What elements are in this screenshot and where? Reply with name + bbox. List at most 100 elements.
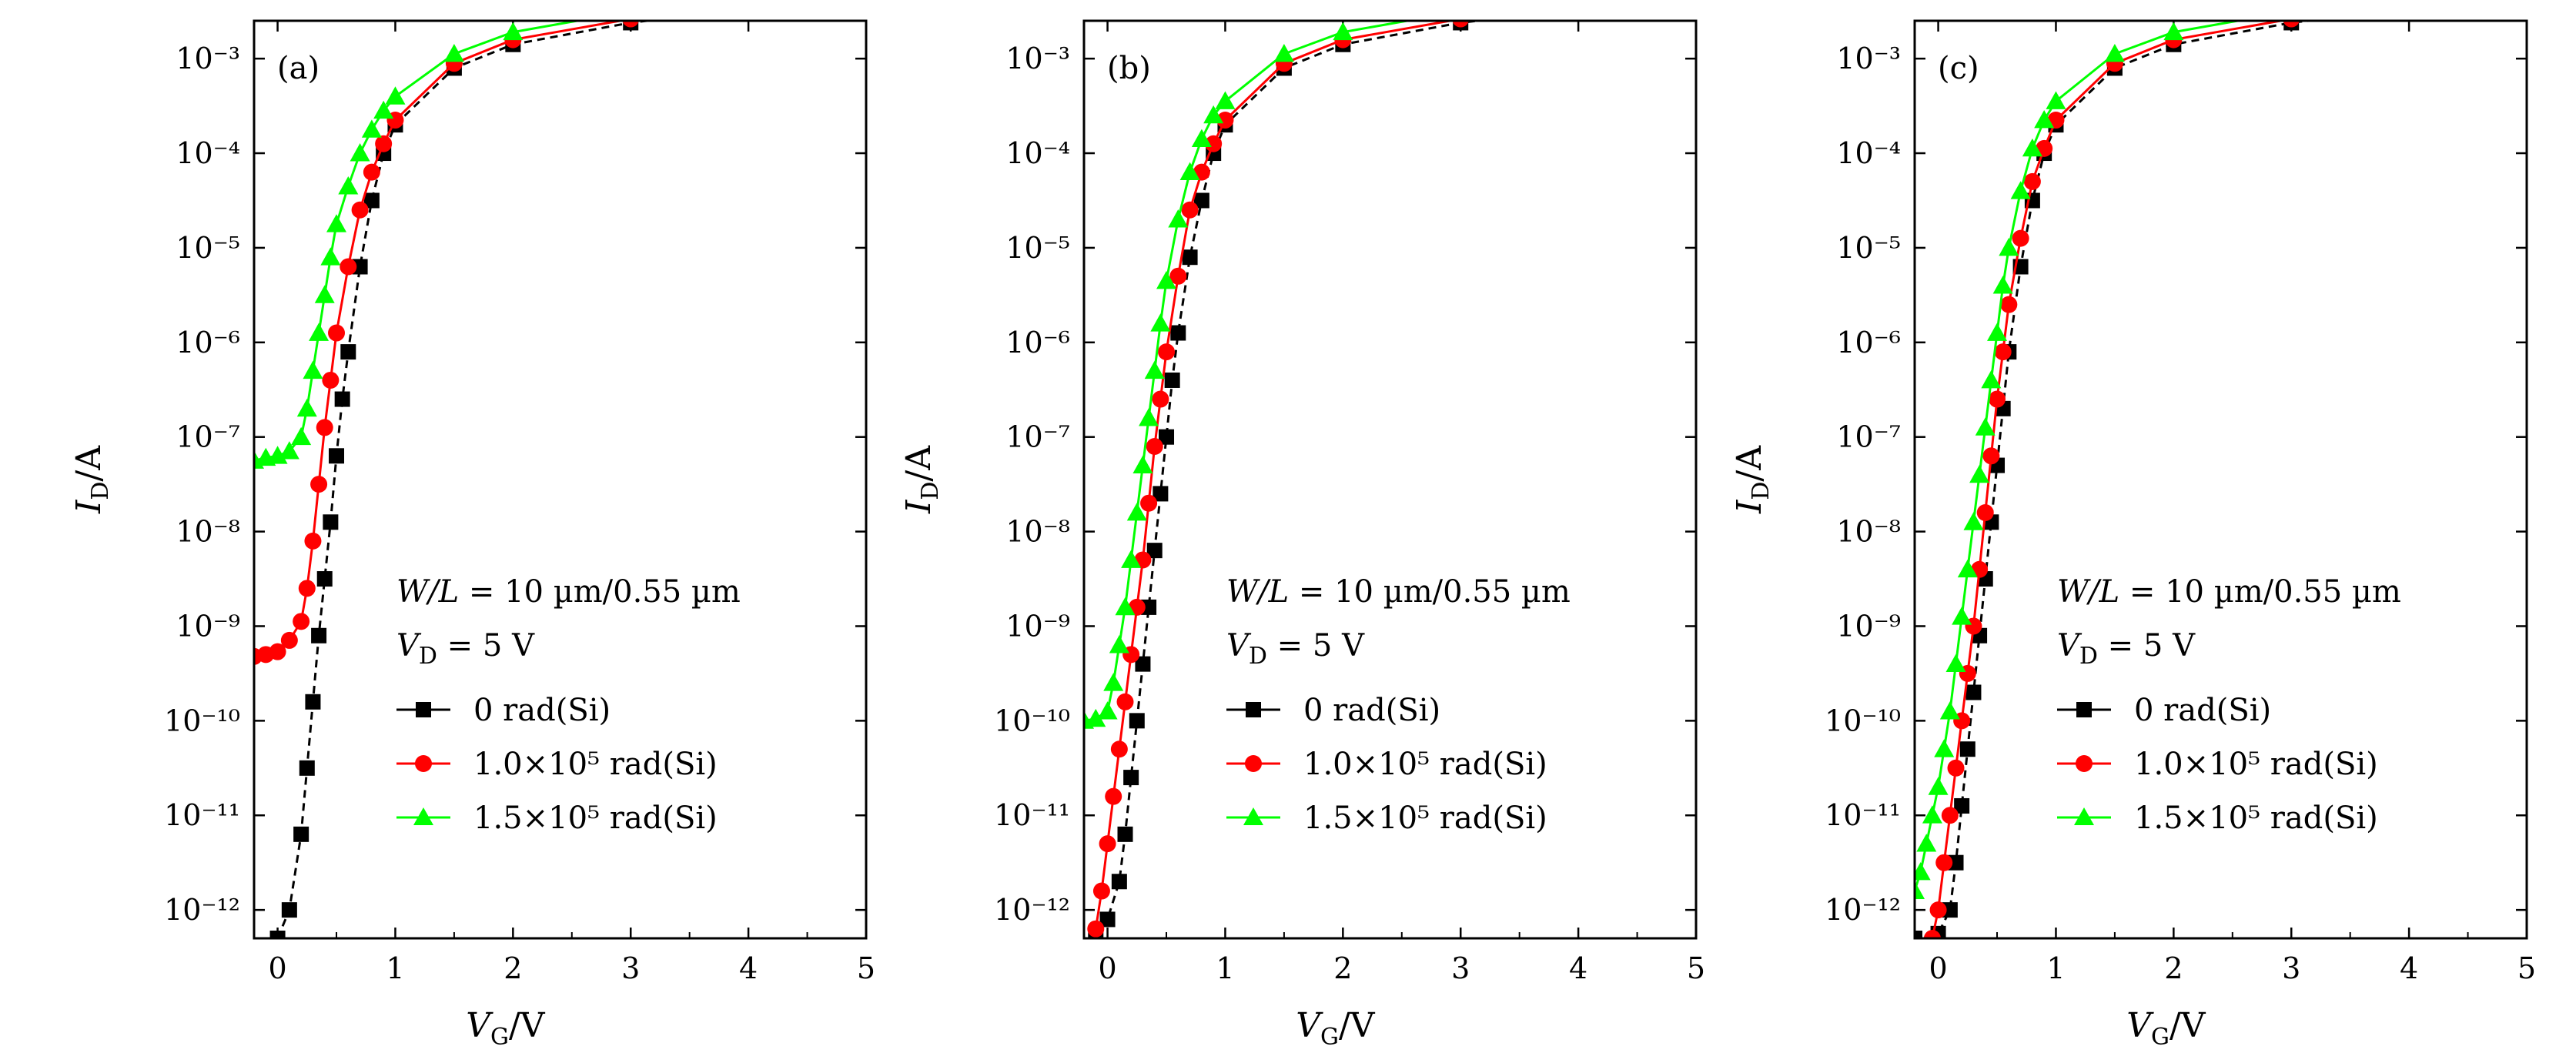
- data-point: [1976, 504, 1994, 522]
- x-tick-label: 1: [1216, 951, 1234, 985]
- series-3: [254, 21, 584, 469]
- data-point: [363, 163, 380, 181]
- data-point: [1941, 807, 1959, 824]
- data-point: [293, 826, 309, 842]
- data-point: [1129, 713, 1145, 729]
- data-point: [363, 192, 380, 209]
- y-tick-label: 10⁻⁴: [1836, 136, 1901, 170]
- annotation-drain-voltage: VD = 5 V: [396, 628, 535, 670]
- legend-marker: [1243, 807, 1263, 825]
- y-tick-label: 10⁻¹²: [1825, 893, 1901, 927]
- data-point: [1947, 759, 1965, 777]
- data-point: [1179, 162, 1200, 181]
- data-point: [1994, 343, 2012, 361]
- series-1: [1915, 0, 2534, 938]
- data-point: [1963, 512, 1984, 530]
- data-point: [1915, 881, 1925, 899]
- data-point: [351, 201, 369, 219]
- data-point: [1939, 701, 1960, 720]
- data-point: [1922, 805, 1942, 824]
- y-tick-label: 10⁻¹¹: [994, 798, 1070, 832]
- legend-entry: 1.5×10⁵ rad(Si): [2057, 801, 2378, 836]
- data-point: [299, 760, 315, 776]
- data-point: [1571, 2, 1586, 17]
- data-point: [1954, 797, 1970, 814]
- legend-label: 1.5×10⁵ rad(Si): [1303, 801, 1547, 836]
- data-point: [361, 119, 382, 138]
- x-tick-label: 2: [2164, 951, 2183, 985]
- y-tick-label: 10⁻⁷: [1836, 420, 1901, 454]
- series-line: [1084, 21, 1414, 722]
- y-tick-label: 10⁻⁴: [1005, 136, 1070, 170]
- legend-entry: 1.5×10⁵ rad(Si): [396, 801, 718, 836]
- legend-entry: 0 rad(Si): [396, 693, 611, 728]
- data-point: [2518, 0, 2535, 8]
- data-point: [1992, 276, 2013, 294]
- data-point: [1159, 429, 1175, 445]
- x-axis-label: VG/V: [466, 1006, 546, 1051]
- legend-marker: [1245, 755, 1262, 772]
- data-point: [1105, 787, 1122, 805]
- data-point: [1686, 0, 1706, 5]
- data-point: [1152, 390, 1169, 408]
- data-point: [1975, 417, 1996, 436]
- legend-entry: 1.0×10⁵ rad(Si): [1226, 747, 1547, 782]
- data-point: [1450, 2, 1470, 19]
- data-point: [1923, 930, 1941, 938]
- data-point: [1103, 673, 1124, 691]
- y-axis-label: ID/A: [69, 445, 114, 514]
- data-point: [1132, 455, 1153, 473]
- data-point: [2283, 21, 2300, 28]
- y-tick-label: 10⁻⁶: [176, 326, 240, 359]
- legend-label: 1.5×10⁵ rad(Si): [473, 801, 718, 836]
- annotation-geometry: W/L = 10 µm/0.55 µm: [396, 574, 741, 610]
- x-tick-label: 1: [386, 951, 404, 985]
- legend-entry: 0 rad(Si): [1226, 693, 1440, 728]
- data-point: [2163, 22, 2184, 41]
- legend-marker: [413, 807, 433, 825]
- data-point: [1146, 437, 1163, 455]
- x-tick-label: 0: [268, 951, 286, 985]
- data-point: [1168, 209, 1189, 228]
- y-tick-label: 10⁻¹¹: [1825, 798, 1901, 832]
- data-point: [1141, 599, 1157, 615]
- plot-frame: [253, 19, 868, 940]
- data-point: [858, 0, 875, 8]
- data-point: [1126, 503, 1147, 521]
- panel-label: (b): [1107, 51, 1151, 86]
- series-3: [1915, 2, 2301, 899]
- y-tick-label: 10⁻¹²: [994, 893, 1070, 927]
- series-2: [1087, 21, 1469, 938]
- y-tick-label: 10⁻¹⁰: [164, 704, 240, 737]
- data-point: [2519, 0, 2534, 9]
- data-point: [1087, 920, 1105, 938]
- data-point: [311, 627, 327, 644]
- data-point: [326, 214, 347, 232]
- data-point: [1144, 360, 1165, 379]
- data-point: [1150, 313, 1171, 332]
- data-point: [329, 448, 345, 464]
- legend-entry: 1.5×10⁵ rad(Si): [1226, 801, 1547, 836]
- x-axis-label: VG/V: [1296, 1006, 1376, 1051]
- data-point: [1981, 369, 2002, 389]
- data-point: [350, 143, 370, 162]
- data-point: [2281, 2, 2301, 19]
- data-point: [322, 371, 340, 389]
- panel-label: (a): [277, 51, 319, 86]
- chart-panel-3: 0 1 2 3 4 5 10⁻¹² 10⁻¹¹ 10⁻¹⁰ 10⁻⁹ 10⁻⁸ 10⁻⁷ 10⁻⁶ 10⁻…: [1730, 0, 2536, 1051]
- data-point: [279, 441, 299, 460]
- series-line: [1915, 21, 2319, 938]
- x-tick-label: 4: [2400, 951, 2418, 985]
- data-point: [1156, 270, 1177, 289]
- data-point: [1989, 390, 2006, 408]
- data-point: [296, 398, 317, 417]
- x-tick-label: 2: [1333, 951, 1352, 985]
- y-tick-label: 10⁻³: [176, 42, 240, 75]
- y-tick-label: 10⁻⁸: [1005, 515, 1070, 549]
- data-point: [503, 22, 524, 41]
- y-tick-label: 10⁻⁹: [1836, 609, 1901, 643]
- y-tick-label: 10⁻¹²: [164, 893, 240, 927]
- data-point: [340, 258, 357, 276]
- y-tick-label: 10⁻⁸: [1836, 515, 1901, 549]
- y-tick-label: 10⁻⁷: [1005, 420, 1070, 454]
